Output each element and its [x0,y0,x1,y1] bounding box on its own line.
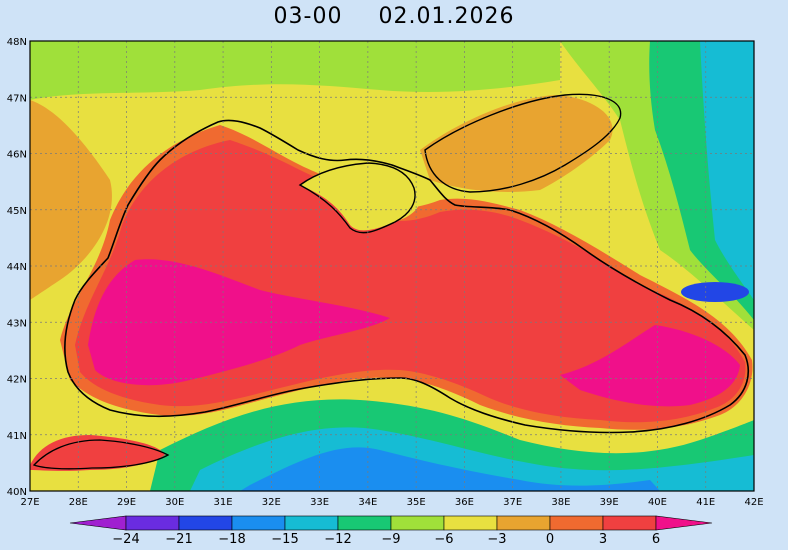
field-crimea [300,160,420,231]
lat-tick-label: 47N [7,93,27,104]
colorbar-segment [337,515,392,531]
colorbar-segment [602,515,657,531]
field-west-warm [30,100,112,300]
grid [30,41,754,491]
lon-tick-label: 38E [551,497,570,508]
lat-tick-label: 46N [7,150,27,161]
lat-tick-label: 44N [7,262,27,273]
field-core-east [560,325,740,407]
crimea-coast [298,162,416,234]
lon-tick-label: 37E [503,497,522,508]
map-frame [29,40,755,492]
lon-tick-label: 28E [69,497,88,508]
lat-tick-label: 41N [7,431,27,442]
lon-tick-label: 31E [214,497,233,508]
forecast-date: 02.01.2026 [378,4,515,29]
colorbar-tick-label: −9 [381,532,400,547]
field-caucasus-cold [681,282,749,302]
field-south-blue [240,447,660,491]
lat-tick-label: 42N [7,375,27,386]
colorbar-tick-label: −21 [165,532,192,547]
colorbar-segment [125,515,180,531]
lat-tick-label: 43N [7,318,27,329]
colorbar-segment [443,515,498,531]
lon-tick-label: 41E [696,497,715,508]
colorbar-segment [284,515,339,531]
black-sea-coast [64,119,749,434]
colorbar-tick-label: −12 [324,532,351,547]
field-azov [420,95,613,192]
lon-tick-label: 27E [20,497,39,508]
lon-tick-label: 36E [455,497,474,508]
colorbar-segment [390,515,445,531]
lon-tick-label: 35E [407,497,426,508]
latitude-labels: 48N 47N 46N 45N 44N 43N 42N 41N 40N [7,37,27,498]
colorbar-tick-label: −3 [487,532,506,547]
lat-tick-label: 48N [7,37,27,48]
colorbar-tick-label: −24 [112,532,139,547]
colorbar-tick-label: −18 [218,532,245,547]
lon-tick-label: 39E [600,497,619,508]
lon-tick-label: 34E [358,497,377,508]
colorbar-tick-label: 3 [599,532,607,547]
field-ne-teal [700,41,754,300]
marmara-coast [32,439,170,470]
lat-tick-label: 45N [7,206,27,217]
colorbar: −24 −21 −18 −15 −12 −9 −6 −3 0 3 6 [69,515,713,547]
lon-tick-label: 40E [648,497,667,508]
lon-tick-label: 32E [262,497,281,508]
colorbar-arrow-left [69,515,127,531]
field-north-mild [30,41,560,100]
colorbar-tick-label: 6 [652,532,660,547]
colorbar-tick-label: −15 [271,532,298,547]
forecast-time: 03-00 [273,4,343,29]
colorbar-segment [231,515,286,531]
lon-tick-label: 30E [165,497,184,508]
colorbar-segment [549,515,604,531]
colorbar-arrow-right [655,515,713,531]
lon-tick-label: 29E [117,497,136,508]
colorbar-segment [178,515,233,531]
azov-coast [424,93,622,193]
colorbar-tick-label: 0 [546,532,554,547]
colorbar-tick-label: −6 [434,532,453,547]
longitude-labels: 27E 28E 29E 30E 31E 32E 33E 34E 35E 36E 37E 38E 39E 4… [20,497,763,508]
colorbar-segment [496,515,551,531]
lon-tick-label: 33E [310,497,329,508]
lon-tick-label: 42E [744,497,763,508]
lat-tick-label: 40N [7,487,27,498]
map-title: 03-00 02.01.2026 [0,4,788,29]
field-core-west [88,259,390,386]
